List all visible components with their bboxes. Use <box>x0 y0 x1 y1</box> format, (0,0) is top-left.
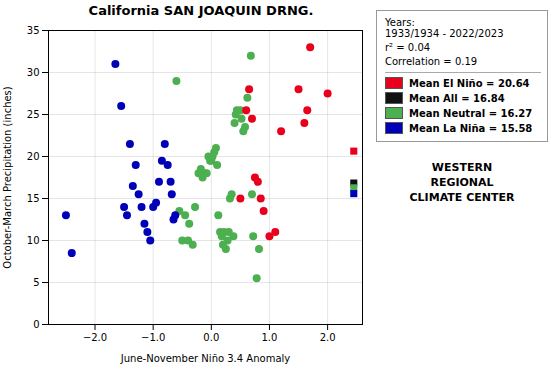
html-text:WESTERN: WESTERN <box>431 161 493 174</box>
svg-text:−2.0: −2.0 <box>83 332 107 343</box>
html-text:Years: 1933/1934 - 2022/2023: Years: 1933/1934 - 2022/2023 <box>385 17 504 39</box>
svg-text:15: 15 <box>27 193 40 204</box>
html-text:California SAN JOAQUIN DRNG.: California SAN JOAQUIN DRNG. <box>88 3 314 18</box>
html-text:Mean Neutral = 16.27: Mean Neutral = 16.27 <box>409 107 533 119</box>
svg-text:30: 30 <box>27 67 40 78</box>
svg-text:25: 25 <box>27 109 40 120</box>
html-text:Mean La Niña = 15.58: Mean La Niña = 15.58 <box>409 122 533 134</box>
svg-text:35: 35 <box>27 25 40 36</box>
svg-text:2.0: 2.0 <box>320 332 336 343</box>
svg-text:October-March Precipitation (i: October-March Precipitation (inches) <box>2 86 13 269</box>
html-text:r² = 0.04: r² = 0.04 <box>385 42 431 53</box>
svg-text:10: 10 <box>27 235 40 246</box>
html-text:CLIMATE CENTER: CLIMATE CENTER <box>409 191 515 204</box>
svg-text:5: 5 <box>33 277 39 288</box>
svg-text:20: 20 <box>27 151 40 162</box>
html-text:Correlation = 0.19: Correlation = 0.19 <box>385 56 478 67</box>
svg-text:1.0: 1.0 <box>262 332 278 343</box>
html-text:REGIONAL: REGIONAL <box>430 176 494 189</box>
svg-text:0.0: 0.0 <box>203 332 219 343</box>
html-text:Mean All = 16.84: Mean All = 16.84 <box>409 92 505 104</box>
html-text:Mean El Niño = 20.64: Mean El Niño = 20.64 <box>409 77 530 89</box>
svg-text:June-November Niño 3.4 Anomaly: June-November Niño 3.4 Anomaly <box>120 353 291 364</box>
svg-text:0: 0 <box>33 319 39 330</box>
svg-text:−1.0: −1.0 <box>141 332 165 343</box>
